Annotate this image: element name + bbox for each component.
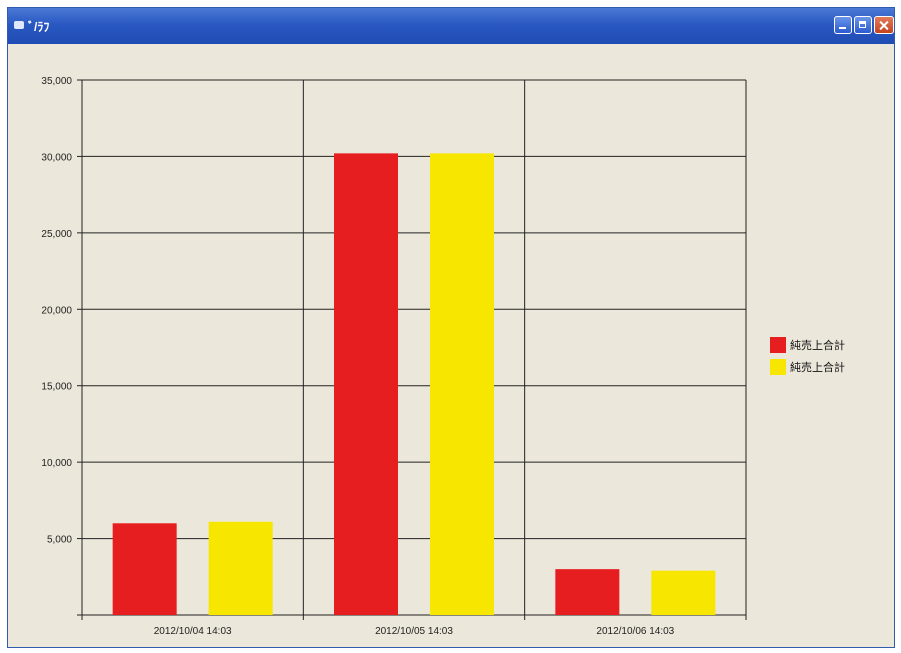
close-button[interactable] (874, 16, 894, 34)
bar-red-2 (334, 153, 398, 615)
window-icon[interactable] (14, 21, 24, 29)
legend-label: 純売上合計 (790, 361, 845, 374)
bar-chart: 5,000 10,000 15,000 20,000 25,000 30,000 35,00… (41, 76, 747, 637)
legend-item-series-2: 純売上合計 (770, 356, 845, 378)
title-bar[interactable]: ﾞ/ﾗﾌ (8, 8, 894, 44)
chart-area: 5,000 10,000 15,000 20,000 25,000 30,000 35,00… (8, 44, 896, 649)
y-tick-label: 5,000 (47, 535, 72, 546)
bar-yellow-1 (208, 521, 273, 615)
bar-red-1 (112, 523, 177, 615)
maximize-button[interactable] (854, 16, 872, 34)
x-tick-label: 2012/10/05 14:03 (375, 626, 453, 637)
bar-red-3 (555, 569, 620, 615)
minimize-button[interactable] (834, 16, 852, 34)
y-tick-label: 20,000 (41, 305, 72, 316)
y-tick-label: 35,000 (41, 76, 72, 87)
bar-yellow-2 (430, 153, 494, 615)
window-title: ﾞ/ﾗﾌ (28, 20, 50, 34)
y-tick-label: 15,000 (41, 382, 72, 393)
legend-swatch-red (770, 337, 786, 353)
y-tick-label: 10,000 (41, 458, 72, 469)
chart-window: ﾞ/ﾗﾌ 5,000 10,000 15,000 20,000 25,000 30,000… (7, 7, 895, 648)
x-tick-label: 2012/10/06 14:03 (596, 626, 674, 637)
y-tick-label: 30,000 (41, 152, 72, 163)
legend-label: 純売上合計 (790, 339, 845, 352)
bar-yellow-3 (651, 570, 716, 615)
legend-swatch-yellow (770, 359, 786, 375)
legend-item-series-1: 純売上合計 (770, 334, 845, 356)
y-tick-label: 25,000 (41, 229, 72, 240)
x-tick-label: 2012/10/04 14:03 (154, 626, 232, 637)
legend: 純売上合計 純売上合計 (770, 334, 845, 378)
